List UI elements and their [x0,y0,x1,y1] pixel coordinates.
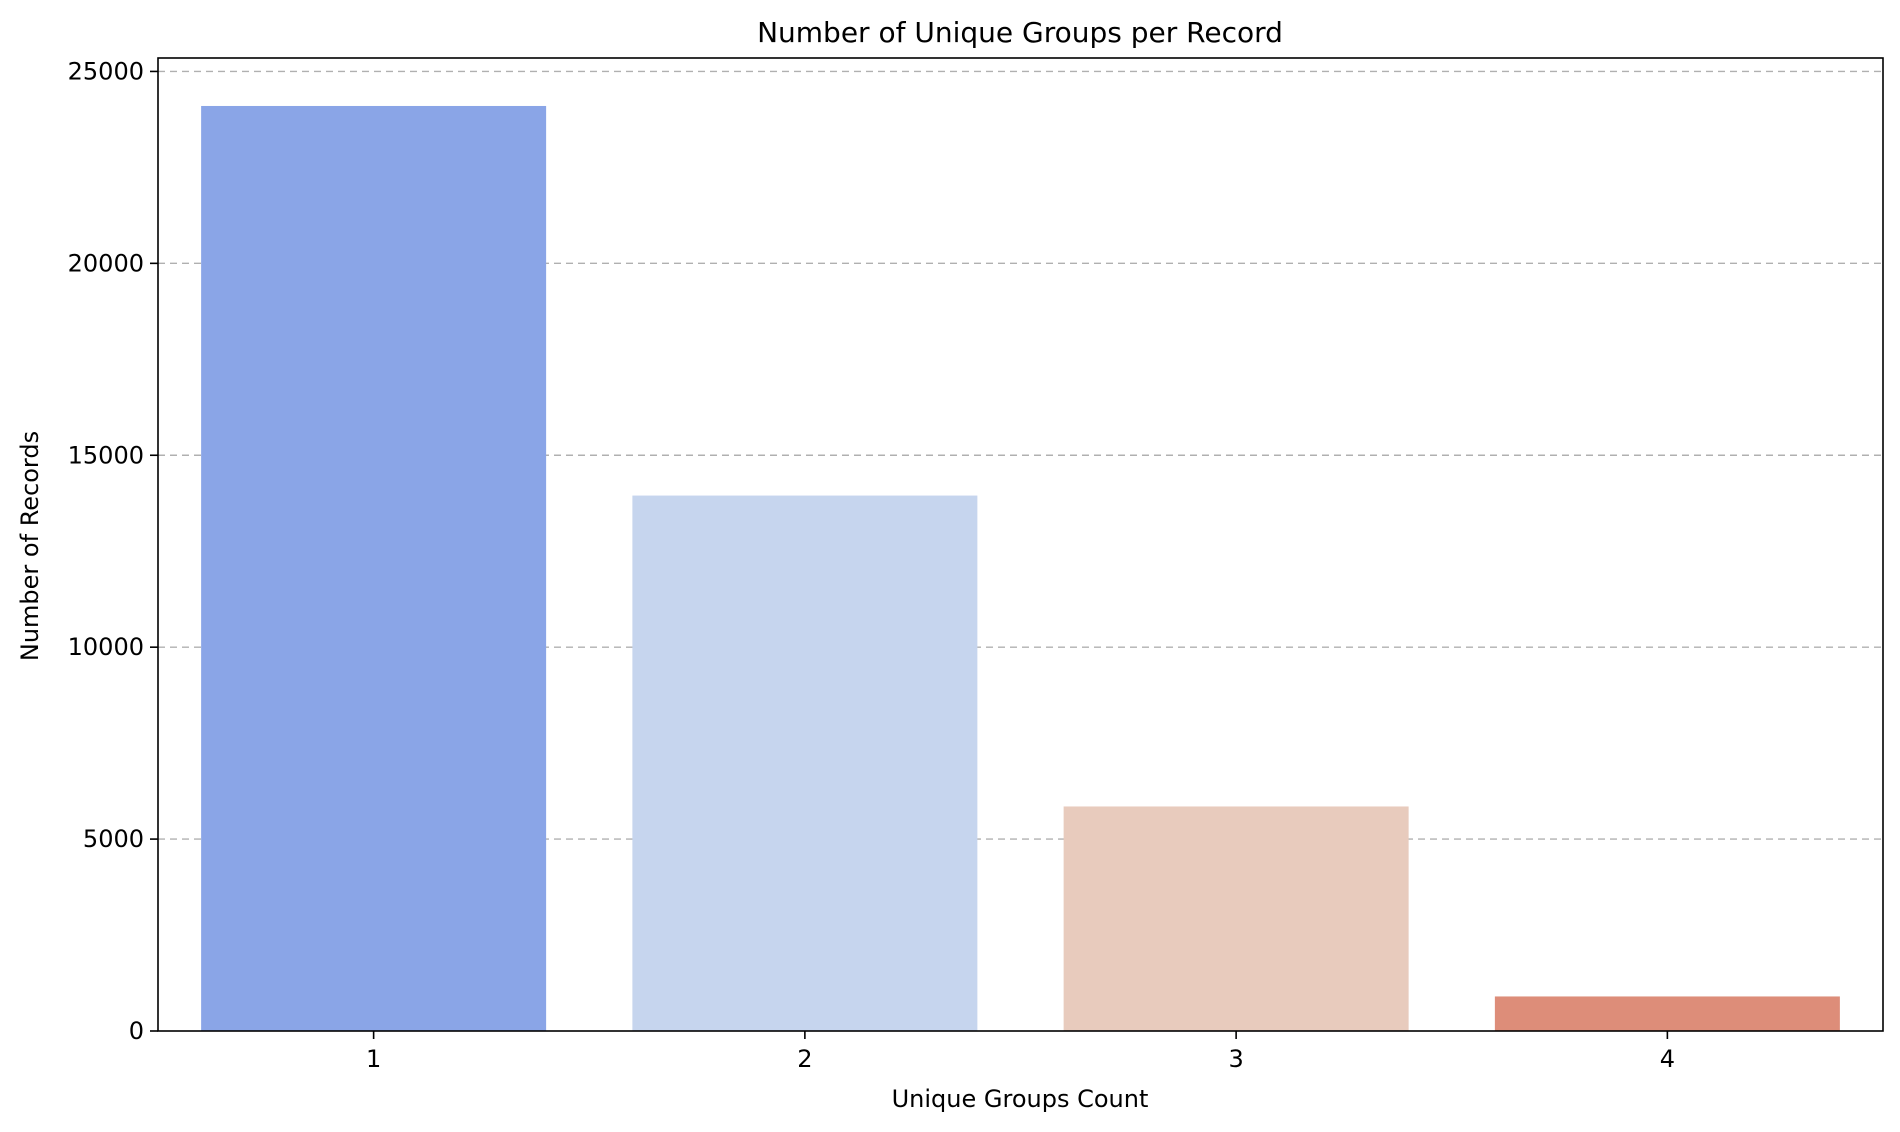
bar [632,495,978,1031]
x-axis-label: Unique Groups Count [892,1085,1149,1113]
bars [201,105,1840,1032]
y-axis-label: Number of Records [16,431,44,661]
y-tick-label: 0 [129,1017,144,1045]
x-axis-ticks: 1 2 3 4 [366,1031,1675,1073]
chart-title: Number of Unique Groups per Record [757,16,1283,49]
x-tick-label: 1 [366,1045,381,1073]
x-tick-label: 2 [797,1045,812,1073]
bar [1063,806,1409,1031]
y-axis-ticks: 0 5000 10000 15000 20000 25000 [68,57,158,1045]
bar [201,105,547,1032]
plot-frame [157,57,1884,1032]
y-tick-label: 10000 [68,633,144,661]
bar [1494,996,1840,1031]
y-tick-label: 15000 [68,441,144,469]
x-tick-label: 3 [1228,1045,1243,1073]
y-tick-label: 25000 [68,57,144,85]
y-tick-label: 20000 [68,249,144,277]
y-tick-label: 5000 [83,825,144,853]
x-tick-label: 4 [1660,1045,1675,1073]
